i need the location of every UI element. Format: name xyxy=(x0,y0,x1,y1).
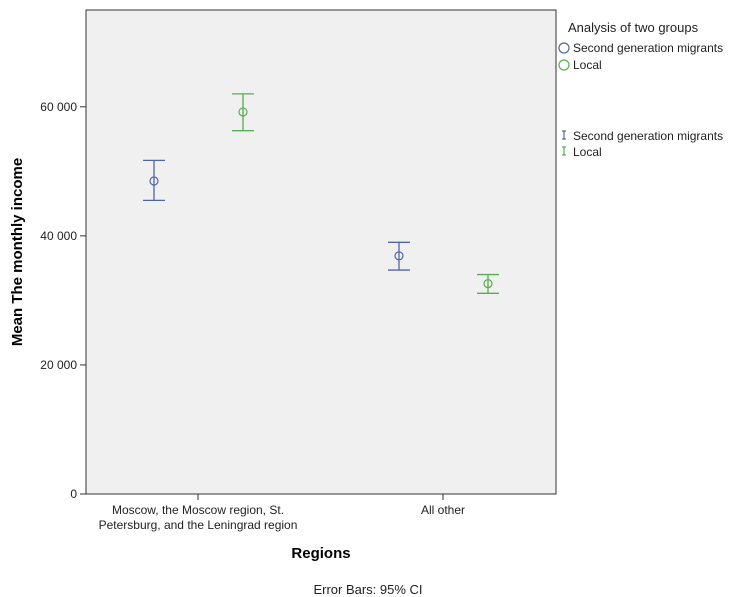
mean-marker xyxy=(149,176,159,186)
legend-errorbar-label: Local xyxy=(573,145,602,159)
legend-marker-circle xyxy=(558,42,570,54)
x-category-label: Moscow, the Moscow region, St. xyxy=(112,503,284,517)
y-axis: 0 20 000 40 000 60 000 xyxy=(40,100,86,501)
x-category-label: Petersburg, and the Leningrad region xyxy=(99,518,298,532)
legend-marker-circle xyxy=(558,59,570,71)
error-bar-group xyxy=(143,159,165,202)
x-axis-title: Regions xyxy=(291,545,350,562)
footnote: Error Bars: 95% CI xyxy=(313,582,422,597)
y-tick-label: 0 xyxy=(70,487,77,501)
legend: Analysis of two groups Second generation… xyxy=(558,20,723,159)
y-tick-label: 20 000 xyxy=(40,358,77,372)
legend-title: Analysis of two groups xyxy=(568,20,699,35)
mean-marker xyxy=(238,107,248,117)
legend-marker-label: Local xyxy=(573,58,602,72)
error-bar-group xyxy=(388,241,410,271)
x-category-label: All other xyxy=(421,503,465,517)
data-marks xyxy=(143,93,499,294)
x-axis: Moscow, the Moscow region, St.Petersburg… xyxy=(99,494,465,532)
mean-marker xyxy=(394,251,404,261)
y-tick-label: 40 000 xyxy=(40,229,77,243)
legend-errorbar-icon xyxy=(562,146,566,156)
legend-marker-label: Second generation migrants xyxy=(573,41,723,55)
legend-errorbar-label: Second generation migrants xyxy=(573,129,723,143)
error-bar-group xyxy=(232,93,254,132)
legend-errorbar-icon xyxy=(562,130,566,140)
mean-marker xyxy=(483,279,493,289)
plot-area xyxy=(85,9,557,495)
y-tick-label: 60 000 xyxy=(40,100,77,114)
y-axis-title: Mean The monthly income xyxy=(9,158,26,346)
error-bar-group xyxy=(477,273,499,294)
